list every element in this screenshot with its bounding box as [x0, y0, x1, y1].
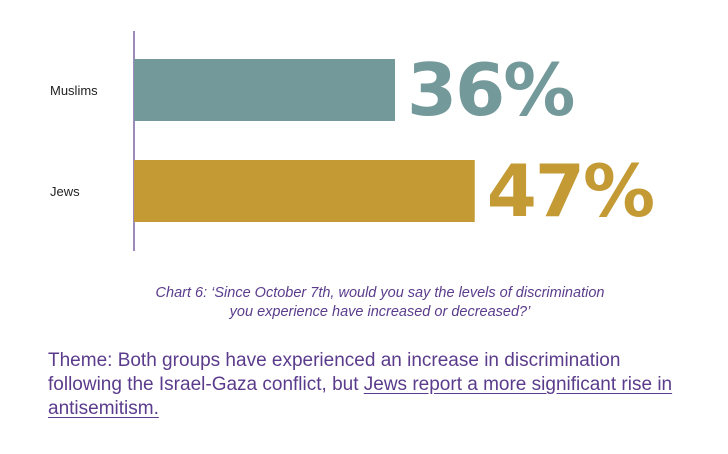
bar-muslims: [134, 59, 395, 121]
theme-highlight-link[interactable]: Jews report a more significant rise in a…: [48, 374, 673, 419]
theme-statement: Theme: Both groups have experienced an i…: [48, 349, 688, 421]
chart-caption: Chart 6: ‘Since October 7th, would you s…: [100, 284, 660, 322]
category-label-muslims: Muslims: [50, 83, 98, 98]
caption-line-2: you experience have increased or decreas…: [229, 304, 531, 320]
category-label-jews: Jews: [50, 184, 80, 199]
bar-jews: [134, 160, 475, 222]
theme-text: Theme: Both groups have experienced an i…: [48, 350, 621, 395]
bar-chart: Muslims 36% Jews 47%: [50, 31, 655, 251]
caption-line-1: Chart 6: ‘Since October 7th, would you s…: [155, 285, 605, 301]
value-label-jews: 47%: [487, 149, 653, 233]
value-label-muslims: 36%: [407, 48, 573, 132]
